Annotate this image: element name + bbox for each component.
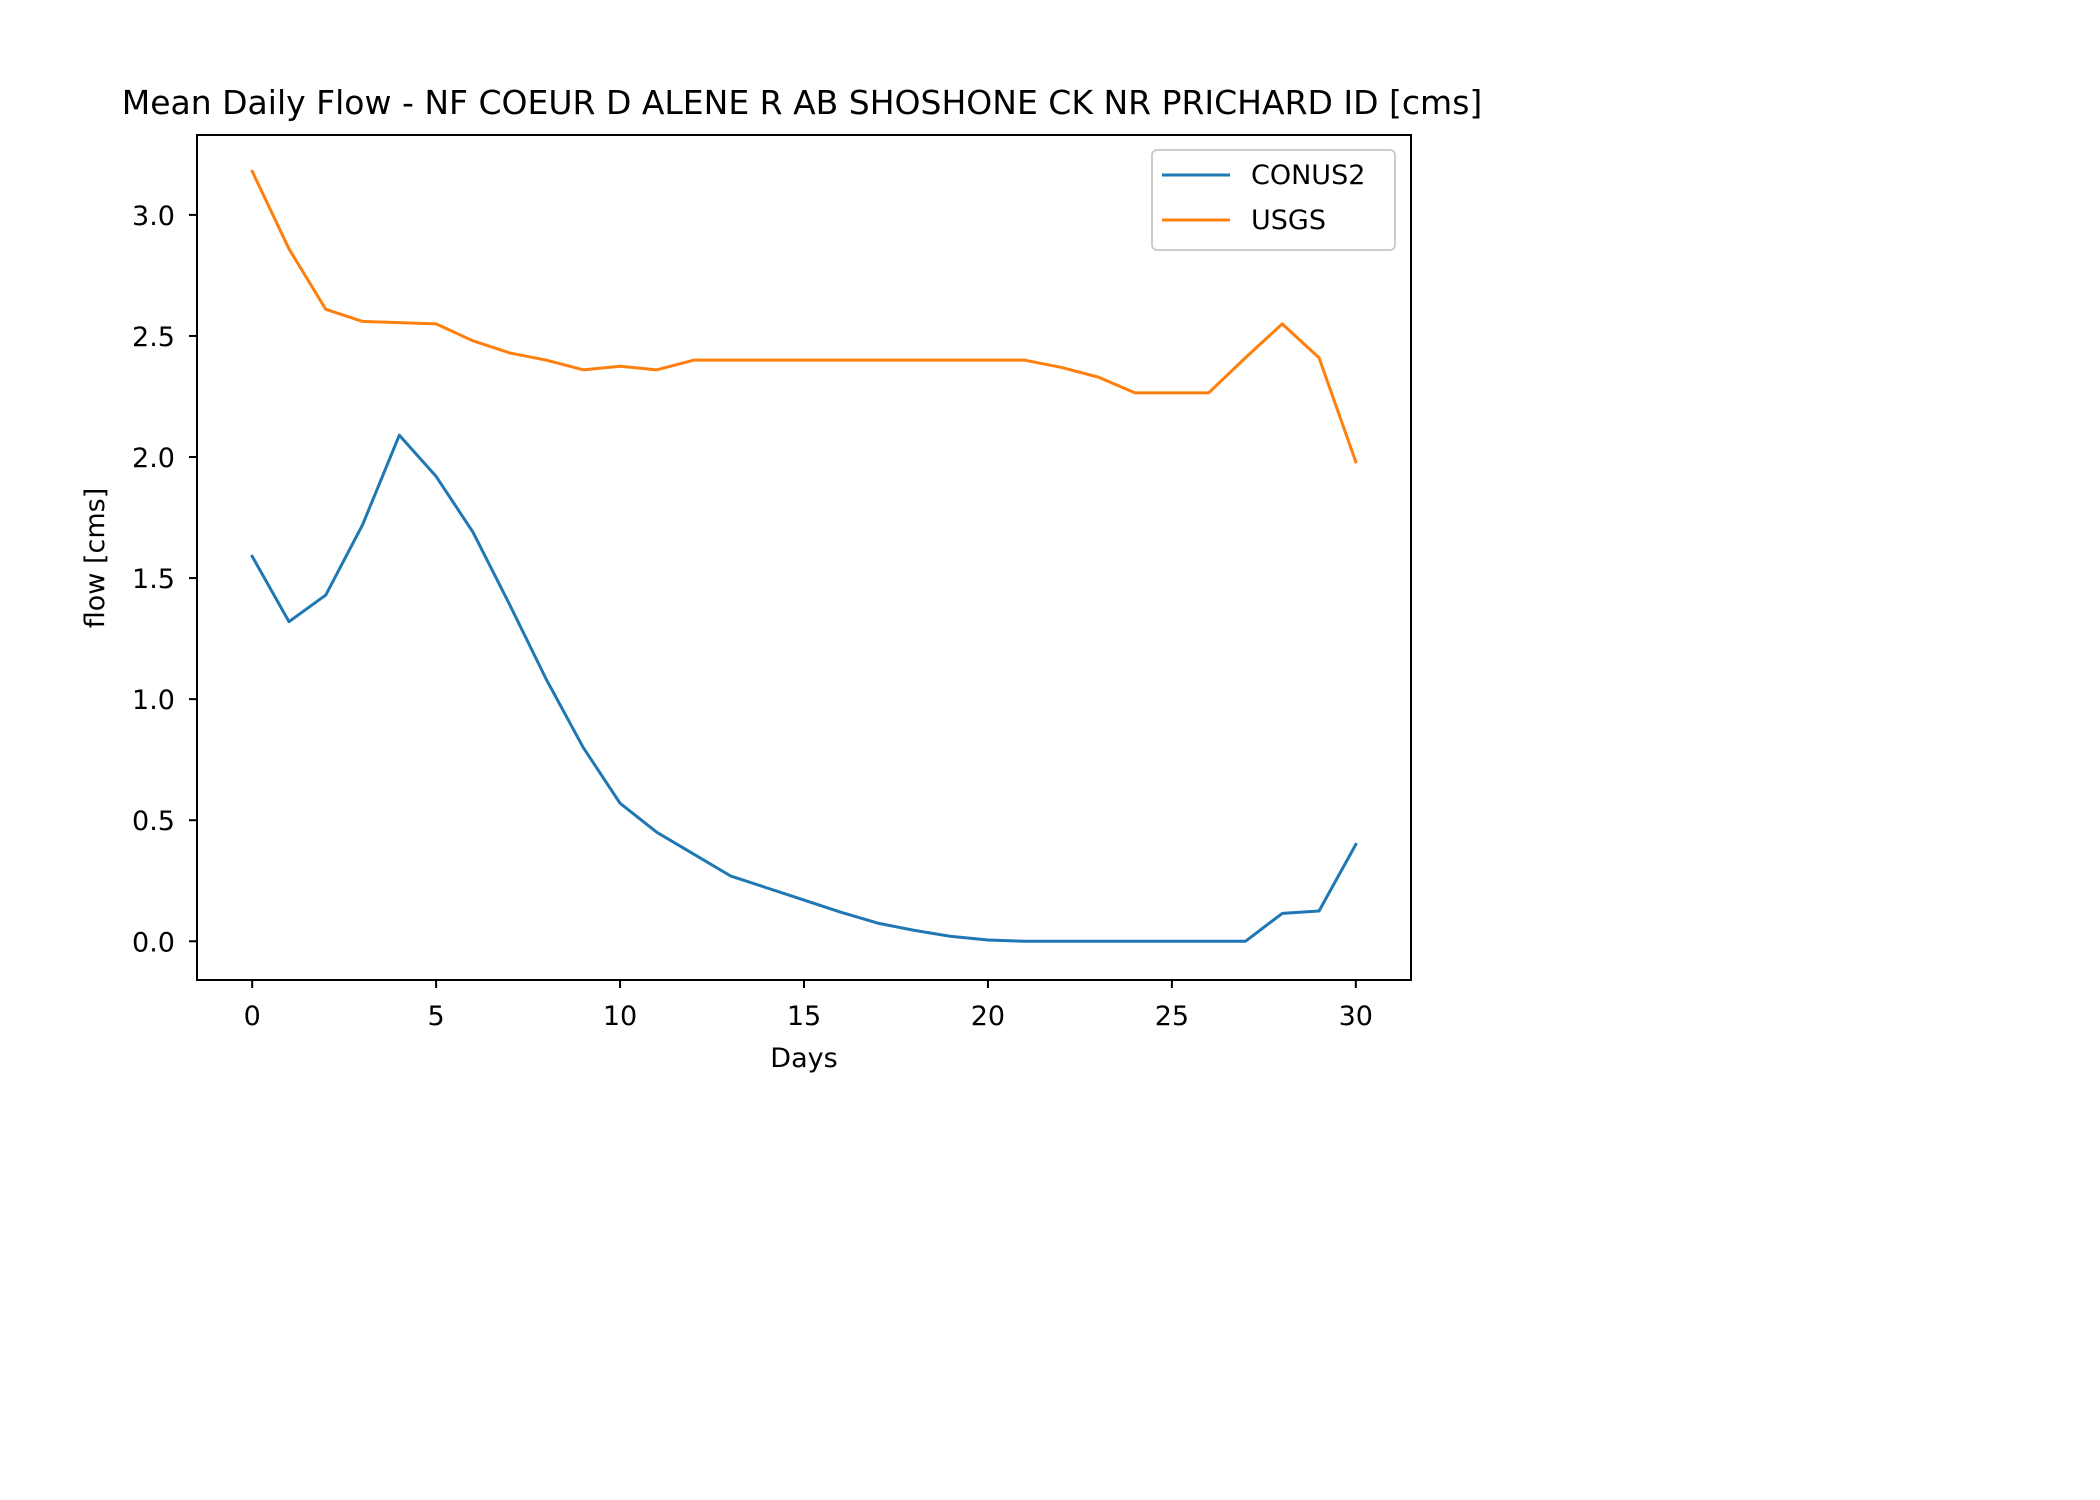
x-tick-label: 20 bbox=[971, 1001, 1005, 1032]
y-tick-label: 2.5 bbox=[132, 322, 175, 353]
x-tick-label: 25 bbox=[1155, 1001, 1189, 1032]
y-tick-label: 1.0 bbox=[132, 685, 175, 716]
series-line-conus2 bbox=[250, 433, 1358, 943]
flow-chart: Mean Daily Flow - NF COEUR D ALENE R AB … bbox=[80, 83, 1483, 1074]
x-axis-label: Days bbox=[770, 1043, 837, 1074]
legend: CONUS2 USGS bbox=[1151, 149, 1396, 251]
y-tick-label: 0.0 bbox=[132, 927, 175, 958]
legend-label-conus2: CONUS2 bbox=[1251, 160, 1365, 191]
series-line-usgs bbox=[250, 169, 1358, 464]
chart-title: Mean Daily Flow - NF COEUR D ALENE R AB … bbox=[122, 83, 1483, 122]
y-tick-label: 3.0 bbox=[132, 201, 175, 232]
x-axis-ticks: 0 5 10 15 20 25 30 bbox=[244, 980, 1373, 1032]
legend-label-usgs: USGS bbox=[1251, 205, 1326, 236]
y-axis-label: flow [cms] bbox=[80, 488, 111, 628]
y-axis-ticks: 0.0 0.5 1.0 1.5 2.0 2.5 3.0 bbox=[132, 201, 197, 958]
x-tick-label: 30 bbox=[1339, 1001, 1373, 1032]
y-tick-label: 0.5 bbox=[132, 806, 175, 837]
x-tick-label: 15 bbox=[787, 1001, 821, 1032]
x-tick-label: 10 bbox=[603, 1001, 637, 1032]
y-tick-label: 2.0 bbox=[132, 443, 175, 474]
y-tick-label: 1.5 bbox=[132, 564, 175, 595]
x-tick-label: 5 bbox=[428, 1001, 445, 1032]
series-lines bbox=[250, 169, 1358, 943]
x-tick-label: 0 bbox=[244, 1001, 261, 1032]
